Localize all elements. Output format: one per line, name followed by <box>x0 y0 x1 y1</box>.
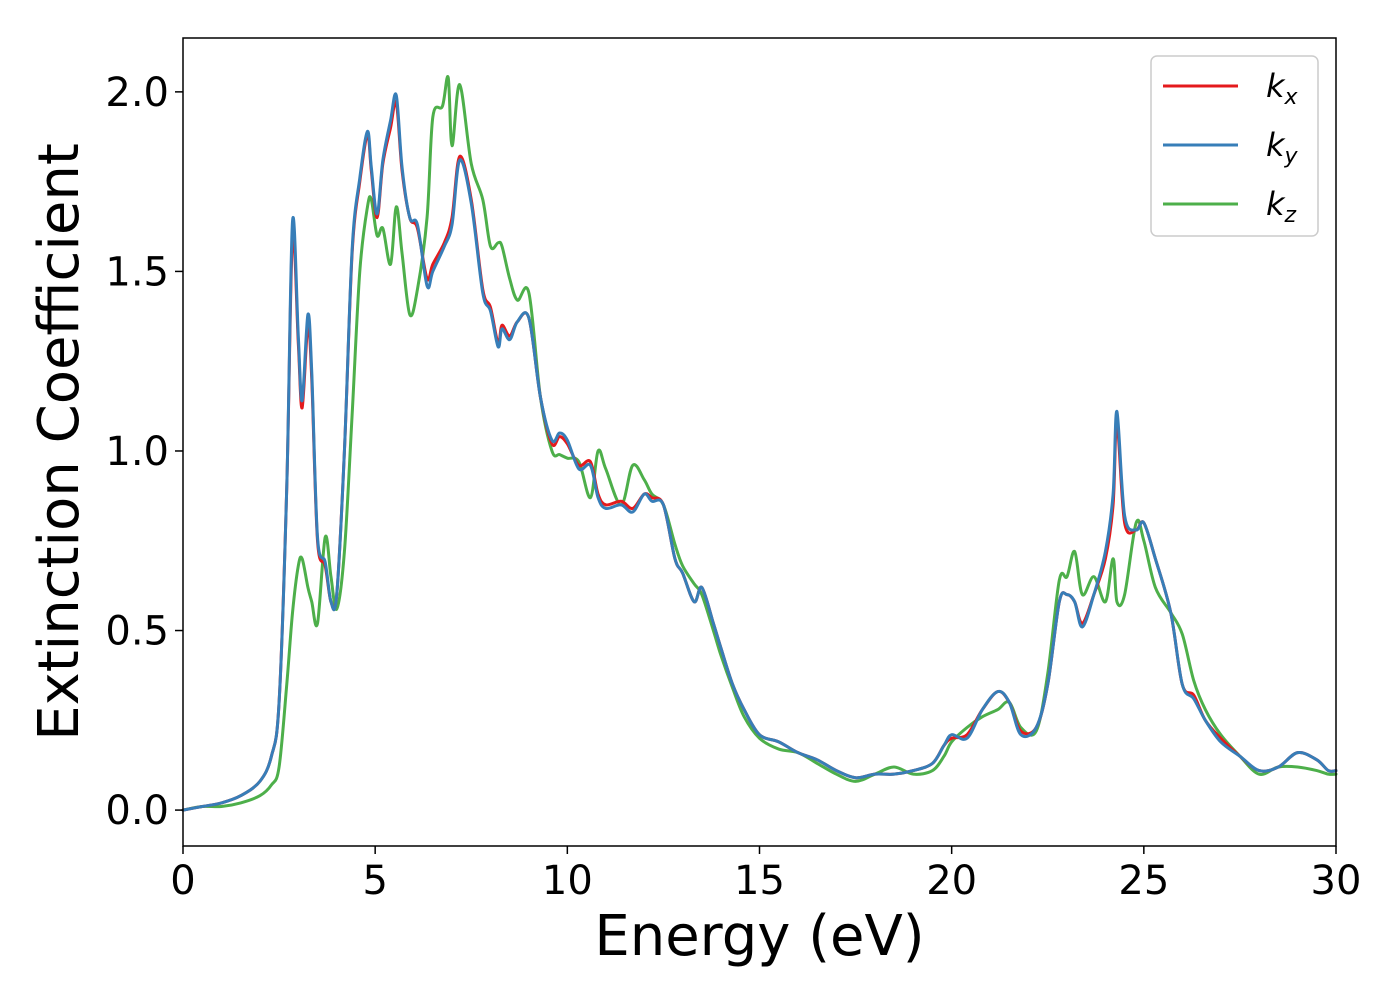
y-tick-label: 1.0 <box>105 429 169 475</box>
x-tick-label: 25 <box>1118 858 1169 904</box>
x-tick-label: 10 <box>542 858 593 904</box>
legend: kx ky kz <box>1150 55 1319 237</box>
y-axis: 0.0 0.5 1.0 1.5 2.0 <box>105 70 183 834</box>
y-axis-label: Extinction Coefficient <box>27 143 92 741</box>
y-tick-label: 1.5 <box>105 249 169 295</box>
x-axis: 0 5 10 15 20 25 30 <box>170 846 1361 904</box>
x-tick-label: 30 <box>1311 858 1362 904</box>
legend-label-ky: ky <box>1266 126 1299 169</box>
x-tick-label: 20 <box>926 858 977 904</box>
y-tick-label: 0.5 <box>105 609 169 655</box>
series-line-ky <box>181 92 1338 812</box>
x-tick-label: 15 <box>734 858 785 904</box>
series-layer <box>181 75 1338 812</box>
y-tick-label: 0.0 <box>105 788 169 834</box>
x-tick-label: 5 <box>362 858 387 904</box>
x-axis-label: Energy (eV) <box>594 904 924 969</box>
series-line-kz <box>181 75 1338 812</box>
legend-label-kz: kz <box>1266 185 1297 228</box>
y-tick-label: 2.0 <box>105 70 169 116</box>
legend-label-kx: kx <box>1266 67 1299 110</box>
x-tick-label: 0 <box>170 858 195 904</box>
